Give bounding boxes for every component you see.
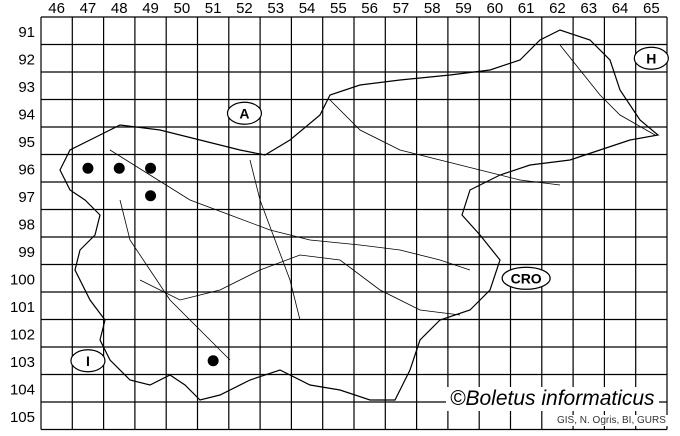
row-label: 105 <box>10 409 35 426</box>
country-label: CRO <box>511 270 542 286</box>
record-dot <box>82 162 94 174</box>
country-label-oval <box>226 101 263 125</box>
row-label: 95 <box>18 134 35 151</box>
column-label: 56 <box>361 0 378 17</box>
column-label: 63 <box>580 0 597 17</box>
country-label: A <box>239 105 249 121</box>
river <box>249 159 301 321</box>
source-text: GIS, N. Ogris, BI, GURS <box>555 415 668 426</box>
record-dot <box>145 162 157 174</box>
record-dot <box>207 355 219 367</box>
column-label: 49 <box>142 0 159 17</box>
column-label: 52 <box>236 0 253 17</box>
row-label: 102 <box>10 326 35 343</box>
column-label: 64 <box>612 0 629 17</box>
river <box>119 199 231 361</box>
column-label: 61 <box>518 0 535 17</box>
row-label: 104 <box>10 381 35 398</box>
column-label: 62 <box>549 0 566 17</box>
record-dot <box>145 190 157 202</box>
copyright-text: ©Boletus informaticus <box>446 387 659 411</box>
country-label: H <box>646 50 656 66</box>
row-label: 100 <box>10 271 35 288</box>
row-label: 98 <box>18 216 35 233</box>
row-label: 103 <box>10 354 35 371</box>
river <box>139 254 461 316</box>
column-label: 54 <box>299 0 316 17</box>
river <box>329 99 561 186</box>
row-label: 92 <box>18 51 35 68</box>
row-label: 99 <box>18 244 35 261</box>
row-label: 91 <box>18 24 35 41</box>
country-label-oval <box>501 266 551 290</box>
column-label: 48 <box>111 0 128 17</box>
row-label: 93 <box>18 79 35 96</box>
column-label: 57 <box>393 0 410 17</box>
column-label: 47 <box>80 0 97 17</box>
column-label: 60 <box>487 0 504 17</box>
river <box>109 149 471 271</box>
country-border <box>59 29 660 401</box>
country-label-oval <box>70 349 106 373</box>
column-label: 65 <box>643 0 660 17</box>
column-label: 58 <box>424 0 441 17</box>
record-dot <box>113 162 125 174</box>
country-label-oval <box>633 46 669 70</box>
column-label: 51 <box>205 0 222 17</box>
row-label: 94 <box>18 106 35 123</box>
row-label: 101 <box>10 299 35 316</box>
column-label: 55 <box>330 0 347 17</box>
row-label: 97 <box>18 189 35 206</box>
column-label: 50 <box>174 0 191 17</box>
column-label: 53 <box>267 0 284 17</box>
country-label: I <box>86 353 90 369</box>
column-label: 46 <box>48 0 65 17</box>
column-label: 59 <box>455 0 472 17</box>
row-label: 96 <box>18 161 35 178</box>
